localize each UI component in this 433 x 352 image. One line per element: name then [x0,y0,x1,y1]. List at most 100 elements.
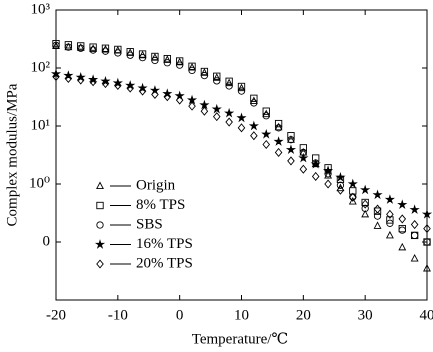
marker [298,152,309,163]
x-tick-label: -20 [46,307,66,323]
marker [188,62,196,70]
marker [225,77,233,85]
marker [299,164,308,174]
plot-frame [55,9,428,301]
marker [151,89,159,99]
marker [287,156,295,166]
marker [409,204,420,215]
marker [150,53,159,61]
legend-label: SBS [136,216,163,232]
marker [324,171,333,179]
marker [322,165,334,175]
marker [175,57,184,66]
marker [101,47,110,55]
marker [200,68,209,76]
marker [114,45,122,54]
marker [423,224,431,234]
y-tick-label: 10¹ [31,117,51,133]
marker [89,43,97,51]
marker [114,49,122,57]
marker [100,75,111,86]
marker [101,78,110,89]
marker [423,238,431,246]
marker [360,184,371,195]
marker [361,204,369,213]
marker [200,106,209,116]
legend-label: 20% TPS [136,255,193,271]
x-tick-label: -10 [108,307,128,323]
marker [163,59,171,67]
marker [225,82,233,90]
x-tick-label: 10 [234,307,249,323]
marker [274,124,283,132]
y-tick-label: 10³ [31,1,51,17]
marker [262,112,270,120]
marker [163,54,171,63]
marker [126,48,134,56]
marker [423,263,431,272]
marker [361,199,369,209]
marker [64,41,73,49]
marker [261,128,272,139]
marker [176,61,184,69]
marker [112,77,123,88]
marker [186,94,198,105]
marker [75,72,86,82]
y-tick-label: 0 [43,233,51,249]
marker [373,204,382,214]
marker [126,51,134,59]
marker [211,103,222,114]
marker [77,42,85,50]
marker [188,66,196,75]
marker [324,179,332,189]
legend-label: Origin [136,177,176,193]
marker [52,72,60,82]
marker [76,43,85,51]
marker [386,219,394,227]
marker [188,101,196,111]
marker [310,158,321,169]
legend-label: 8% TPS [136,197,185,213]
marker [373,212,382,220]
marker [237,83,246,92]
marker [384,194,395,204]
marker [285,144,297,155]
marker [385,230,394,239]
marker [237,87,246,95]
marker [335,172,346,182]
marker [212,112,221,122]
marker [138,86,147,96]
marker [199,99,210,110]
marker [386,209,394,219]
marker [361,209,370,218]
marker [176,57,184,65]
marker [262,109,271,118]
marker [163,55,172,63]
marker [175,95,184,105]
marker [89,46,97,54]
marker [163,92,172,102]
marker [287,132,295,140]
legend-label: 16% TPS [136,236,193,252]
marker [398,226,406,234]
marker [225,78,234,87]
marker [398,214,407,224]
marker [236,112,247,123]
marker [114,80,122,91]
y-tick-label: 10² [31,59,51,75]
marker [138,50,147,58]
marker [274,147,283,157]
marker [89,44,98,52]
marker [386,216,394,224]
marker [250,94,258,102]
marker [237,82,246,91]
marker [64,43,73,51]
marker [225,117,233,127]
marker [88,74,99,84]
marker [224,107,235,118]
marker [151,52,159,61]
marker [151,56,159,65]
marker [410,253,419,262]
marker [273,136,284,146]
